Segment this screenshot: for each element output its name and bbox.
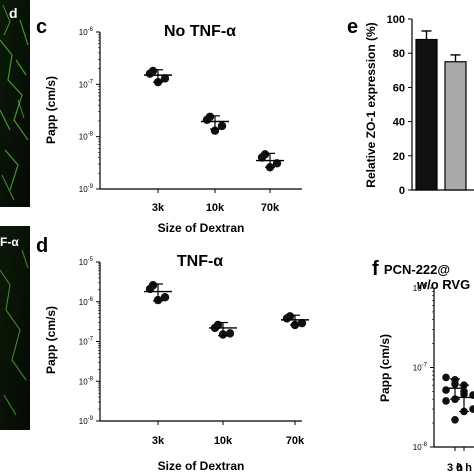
micrograph-top: d: [0, 0, 30, 215]
micrograph-top-text: d: [9, 5, 18, 21]
data-point: [225, 329, 235, 338]
data-point: [469, 405, 474, 413]
data-point: [145, 69, 155, 78]
chart-title: TNF-α: [177, 253, 223, 270]
y-tick-label: 10-9: [79, 184, 94, 194]
y-axis-label: Papp (cm/s): [44, 306, 58, 374]
panel-label-d: d: [36, 235, 48, 257]
chart-e: 100 80 60 40 20 0 Relative ZO-1 expression (%): [364, 14, 474, 197]
y-tick-label: 40: [393, 117, 405, 129]
x-axis-label: Size of Dextran: [158, 221, 245, 235]
chart-f: 10-6 10-7 10-8 3 h6 h PCN-222@w/o RVG Papp (c…: [378, 262, 474, 474]
y-tick-label: 60: [393, 82, 405, 94]
panel-label-e: e: [347, 16, 358, 38]
y-tick-label: 10-7: [79, 337, 94, 347]
chart-c: 10-6 10-7 10-8 10-9 3k 10k 70k No TNF-α Papp (cm…: [44, 23, 302, 235]
y-tick-label: 10-7: [413, 363, 428, 373]
data-point: [451, 380, 459, 388]
y-tick-label: 80: [393, 48, 405, 60]
y-tick-label: 10-8: [79, 376, 94, 386]
y-tick-label: 10-8: [79, 132, 94, 142]
y-tick-label: 0: [399, 185, 405, 197]
y-tick-label: 10-6: [79, 297, 94, 307]
data-point: [257, 153, 267, 162]
chart-d: 10-5 10-6 10-7 10-8 10-9 3k 10k 70k TNF-α Papp (c…: [44, 253, 309, 473]
y-tick-label: 10-6: [79, 27, 94, 37]
bar: [415, 38, 438, 191]
y-tick-label: 10-8: [413, 442, 428, 452]
y-axis-label: Papp (cm/s): [378, 334, 392, 402]
data-point: [160, 293, 170, 302]
y-tick-label: 10-5: [79, 257, 94, 267]
data-point: [282, 314, 292, 323]
x-axis-label: Size of Dextran: [158, 459, 245, 473]
panel-label-f: f: [372, 258, 379, 280]
y-tick-label: 100: [387, 14, 405, 26]
x-tick-label: 3k: [152, 202, 165, 214]
panel-label-c: c: [36, 16, 47, 38]
y-tick-label: 10-6: [413, 283, 428, 293]
data-point: [442, 397, 450, 405]
x-tick-label: 6 h: [456, 462, 472, 474]
micrograph-bottom: F-α: [0, 226, 30, 438]
x-tick-label: 70k: [261, 202, 280, 214]
x-tick-label: 70k: [286, 435, 305, 447]
data-point: [442, 386, 450, 394]
data-point: [217, 121, 227, 131]
x-tick-label: 10k: [214, 435, 233, 447]
y-tick-label: 20: [393, 151, 405, 163]
data-point: [202, 115, 212, 125]
y-tick-label: 10-7: [79, 79, 94, 89]
bar: [444, 61, 467, 191]
x-tick-label: 10k: [206, 202, 225, 214]
data-point: [442, 373, 450, 382]
micrograph-bottom-text: F-α: [0, 235, 19, 249]
chart-subtitle: w/o RVG: [416, 277, 470, 292]
x-tick-label: 3 h: [447, 462, 463, 474]
chart-title: PCN-222@: [384, 262, 450, 277]
y-axis-label: Papp (cm/s): [44, 76, 58, 144]
x-tick-label: 3k: [152, 435, 165, 447]
y-axis-label: Relative ZO-1 expression (%): [364, 22, 378, 187]
data-point: [160, 74, 170, 83]
data-point: [451, 395, 459, 403]
y-tick-label: 10-9: [79, 416, 94, 426]
data-point: [451, 415, 459, 424]
chart-title: No TNF-α: [164, 23, 236, 40]
